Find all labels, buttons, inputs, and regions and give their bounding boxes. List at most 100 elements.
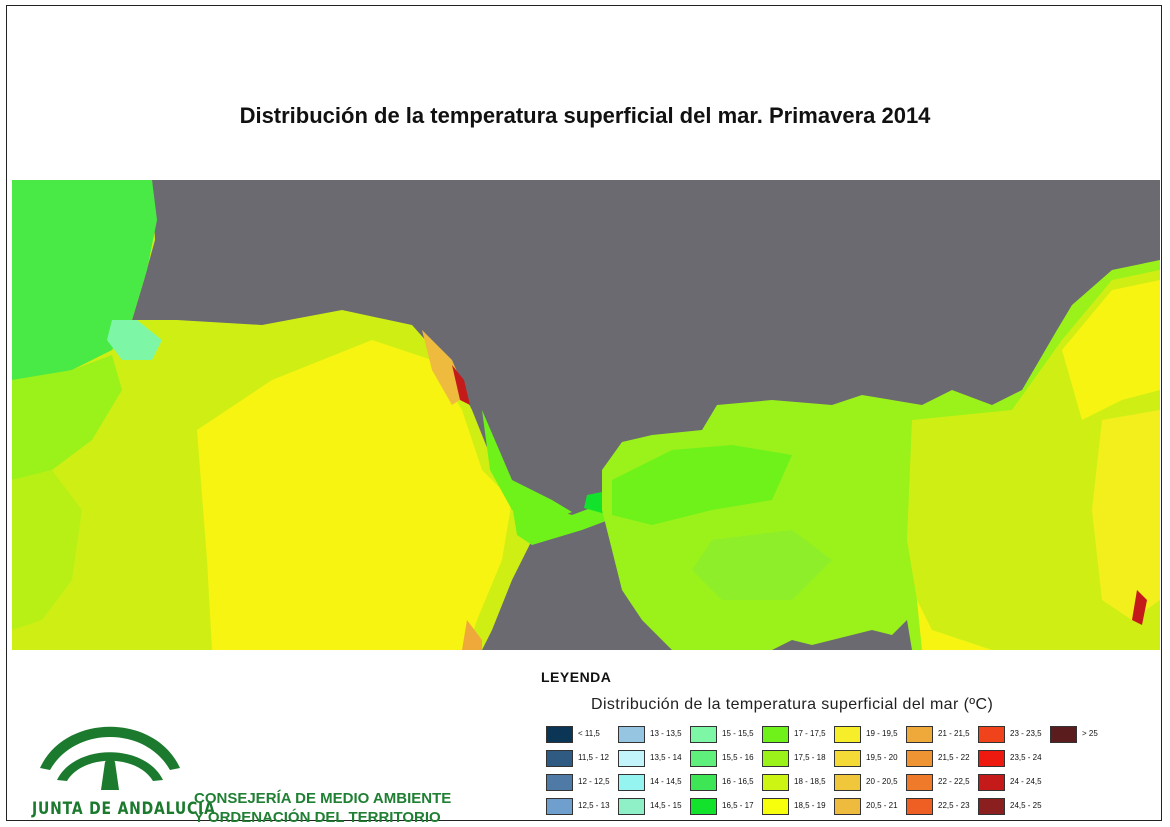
- mediterranean-sea-region: [602, 260, 1160, 650]
- legend-label: 20,5 - 21: [866, 801, 898, 810]
- legend-swatch: [690, 726, 717, 743]
- legend-item: 13 - 13,5: [618, 726, 690, 744]
- legend-label: 21 - 21,5: [938, 729, 970, 738]
- legend-item: < 11,5: [546, 726, 618, 744]
- legend-label: 13 - 13,5: [650, 729, 682, 738]
- legend-item: 12,5 - 13: [546, 798, 618, 816]
- map-frame: Distribución de la temperatura superfici…: [6, 5, 1162, 826]
- junta-andalucia-logo-icon: [40, 726, 180, 790]
- legend-swatch: [978, 774, 1005, 791]
- legend-item: > 25: [1050, 726, 1122, 744]
- legend-swatch: [618, 798, 645, 815]
- legend-swatch: [690, 750, 717, 767]
- legend-item: 21 - 21,5: [906, 726, 978, 744]
- legend-label: 17,5 - 18: [794, 753, 826, 762]
- legend-item: 14,5 - 15: [618, 798, 690, 816]
- legend-item: 24 - 24,5: [978, 774, 1050, 792]
- legend-swatch: [690, 774, 717, 791]
- organization-line-1: CONSEJERÍA DE MEDIO AMBIENTE: [194, 790, 452, 807]
- legend-swatch: [762, 774, 789, 791]
- legend-swatch: [618, 726, 645, 743]
- legend-label: 18,5 - 19: [794, 801, 826, 810]
- legend-label: 16,5 - 17: [722, 801, 754, 810]
- legend-label: 12 - 12,5: [578, 777, 610, 786]
- legend-label: 20 - 20,5: [866, 777, 898, 786]
- legend-item: 19,5 - 20: [834, 750, 906, 768]
- legend-item: 17 - 17,5: [762, 726, 834, 744]
- legend-item: 20 - 20,5: [834, 774, 906, 792]
- legend-swatch: [762, 798, 789, 815]
- legend-label: 23,5 - 24: [1010, 753, 1042, 762]
- legend-label: 15,5 - 16: [722, 753, 754, 762]
- legend-label: > 25: [1082, 729, 1098, 738]
- map-title: Distribución de la temperatura superfici…: [239, 103, 931, 128]
- organization-line-2: Y ORDENACIÓN DEL TERRITORIO: [194, 809, 441, 826]
- legend-item: 16,5 - 17: [690, 798, 762, 816]
- legend-swatch: [834, 726, 861, 743]
- legend-swatch: [906, 798, 933, 815]
- organization-name: CONSEJERÍA DE MEDIO AMBIENTE Y ORDENACIÓ…: [194, 789, 451, 827]
- legend-heading: LEYENDA: [541, 669, 612, 685]
- legend-grid: < 11,5 11,5 - 12 12 - 12,5 12,5 - 13 13 - 13…: [546, 726, 1146, 821]
- legend-item: 13,5 - 14: [618, 750, 690, 768]
- legend-label: 12,5 - 13: [578, 801, 610, 810]
- legend-swatch: [690, 798, 717, 815]
- legend-item: 19 - 19,5: [834, 726, 906, 744]
- legend-swatch: [546, 774, 573, 791]
- legend-label: 22,5 - 23: [938, 801, 970, 810]
- legend-label: 15 - 15,5: [722, 729, 754, 738]
- legend-label: 19,5 - 20: [866, 753, 898, 762]
- legend-label: 16 - 16,5: [722, 777, 754, 786]
- legend-label: 19 - 19,5: [866, 729, 898, 738]
- legend-swatch: [546, 798, 573, 815]
- legend-item: 24,5 - 25: [978, 798, 1050, 816]
- atlantic-sea-region: [12, 180, 572, 650]
- legend-item: 23,5 - 24: [978, 750, 1050, 768]
- legend-swatch: [978, 798, 1005, 815]
- legend-item: 21,5 - 22: [906, 750, 978, 768]
- legend-label: 14,5 - 15: [650, 801, 682, 810]
- map-svg: [12, 180, 1160, 650]
- legend-label: 13,5 - 14: [650, 753, 682, 762]
- legend-item: 18 - 18,5: [762, 774, 834, 792]
- legend-swatch: [906, 774, 933, 791]
- legend-label: 21,5 - 22: [938, 753, 970, 762]
- legend-unit: (ºC): [963, 696, 994, 713]
- legend-item: 15,5 - 16: [690, 750, 762, 768]
- legend-label: 22 - 22,5: [938, 777, 970, 786]
- junta-andalucia-wordmark: JUNTA DE ANDALUCIA: [32, 799, 216, 819]
- legend-swatch: [906, 750, 933, 767]
- legend-swatch: [546, 750, 573, 767]
- sea-temperature-map: [12, 180, 1160, 650]
- legend-swatch: [546, 726, 573, 743]
- legend-subtitle: Distribución de la temperatura superfici…: [591, 696, 993, 714]
- legend-label: 24,5 - 25: [1010, 801, 1042, 810]
- legend-item: 11,5 - 12: [546, 750, 618, 768]
- legend-label: 23 - 23,5: [1010, 729, 1042, 738]
- legend-swatch: [618, 750, 645, 767]
- legend-swatch: [762, 726, 789, 743]
- legend-item: 12 - 12,5: [546, 774, 618, 792]
- legend-item: 20,5 - 21: [834, 798, 906, 816]
- legend-swatch: [834, 798, 861, 815]
- legend-swatch: [834, 750, 861, 767]
- legend-item: 23 - 23,5: [978, 726, 1050, 744]
- legend-item: 22,5 - 23: [906, 798, 978, 816]
- legend-label: 11,5 - 12: [578, 753, 609, 762]
- legend-label: 14 - 14,5: [650, 777, 682, 786]
- legend-label: 24 - 24,5: [1010, 777, 1042, 786]
- legend-item: 22 - 22,5: [906, 774, 978, 792]
- legend-swatch: [978, 750, 1005, 767]
- legend-item: 16 - 16,5: [690, 774, 762, 792]
- legend-item: 14 - 14,5: [618, 774, 690, 792]
- legend-swatch: [618, 774, 645, 791]
- legend-swatch: [978, 726, 1005, 743]
- legend-item: 15 - 15,5: [690, 726, 762, 744]
- legend-subtitle-text: Distribución de la temperatura superfici…: [591, 696, 959, 713]
- legend-swatch: [906, 726, 933, 743]
- legend-swatch: [762, 750, 789, 767]
- legend-item: 18,5 - 19: [762, 798, 834, 816]
- legend-label: 18 - 18,5: [794, 777, 826, 786]
- legend-label: 17 - 17,5: [794, 729, 826, 738]
- legend-label: < 11,5: [578, 729, 600, 738]
